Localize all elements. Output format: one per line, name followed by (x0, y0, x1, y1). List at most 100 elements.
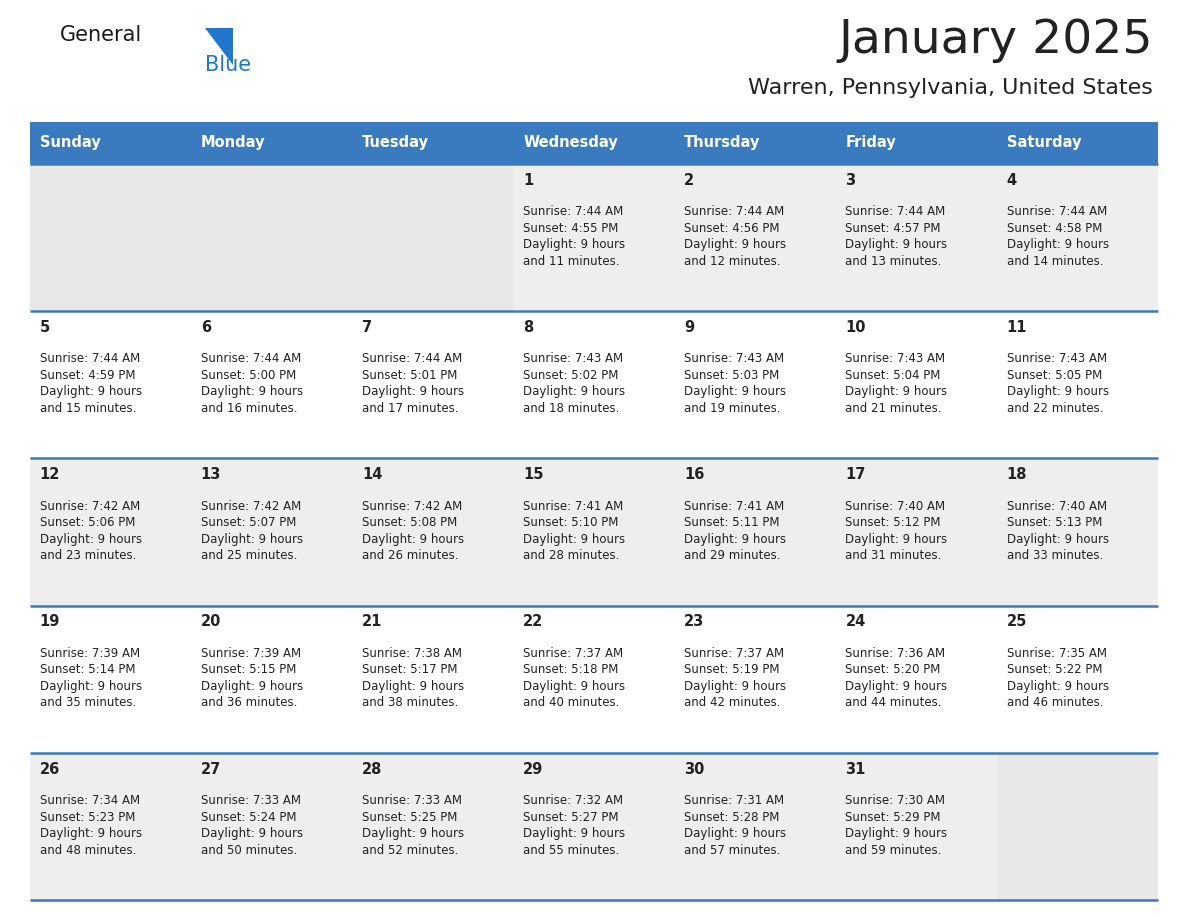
Bar (30, 753, 191, 900)
Text: Sunrise: 7:44 AM
Sunset: 5:00 PM
Daylight: 9 hours
and 16 minutes.: Sunrise: 7:44 AM Sunset: 5:00 PM Dayligh… (201, 353, 303, 415)
Text: 9: 9 (684, 320, 694, 335)
Text: Sunrise: 7:42 AM
Sunset: 5:06 PM
Daylight: 9 hours
and 23 minutes.: Sunrise: 7:42 AM Sunset: 5:06 PM Dayligh… (39, 499, 141, 562)
Bar (30, 164, 191, 311)
Text: Sunrise: 7:44 AM
Sunset: 4:57 PM
Daylight: 9 hours
and 13 minutes.: Sunrise: 7:44 AM Sunset: 4:57 PM Dayligh… (846, 206, 948, 268)
Text: Sunrise: 7:31 AM
Sunset: 5:28 PM
Daylight: 9 hours
and 57 minutes.: Sunrise: 7:31 AM Sunset: 5:28 PM Dayligh… (684, 794, 786, 856)
Text: 27: 27 (201, 762, 221, 777)
Bar (30, 606, 191, 753)
Text: 14: 14 (362, 467, 383, 482)
Text: 6: 6 (201, 320, 211, 335)
Bar (353, 164, 513, 311)
Text: Sunrise: 7:34 AM
Sunset: 5:23 PM
Daylight: 9 hours
and 48 minutes.: Sunrise: 7:34 AM Sunset: 5:23 PM Dayligh… (39, 794, 141, 856)
Text: Sunrise: 7:43 AM
Sunset: 5:04 PM
Daylight: 9 hours
and 21 minutes.: Sunrise: 7:43 AM Sunset: 5:04 PM Dayligh… (846, 353, 948, 415)
Text: 25: 25 (1006, 614, 1026, 630)
Bar (835, 122, 997, 164)
Text: 15: 15 (523, 467, 544, 482)
Bar (513, 311, 675, 458)
Text: 30: 30 (684, 762, 704, 777)
Text: General: General (61, 25, 143, 45)
Text: 19: 19 (39, 614, 61, 630)
Bar (30, 122, 191, 164)
Text: 17: 17 (846, 467, 866, 482)
Text: 1: 1 (523, 173, 533, 188)
Bar (675, 753, 835, 900)
Text: Sunrise: 7:44 AM
Sunset: 4:56 PM
Daylight: 9 hours
and 12 minutes.: Sunrise: 7:44 AM Sunset: 4:56 PM Dayligh… (684, 206, 786, 268)
Text: January 2025: January 2025 (839, 18, 1154, 63)
Text: Sunrise: 7:33 AM
Sunset: 5:25 PM
Daylight: 9 hours
and 52 minutes.: Sunrise: 7:33 AM Sunset: 5:25 PM Dayligh… (362, 794, 465, 856)
Bar (513, 458, 675, 606)
Bar (353, 753, 513, 900)
Bar (675, 164, 835, 311)
Bar (191, 122, 353, 164)
Bar (835, 606, 997, 753)
Text: Sunrise: 7:41 AM
Sunset: 5:11 PM
Daylight: 9 hours
and 29 minutes.: Sunrise: 7:41 AM Sunset: 5:11 PM Dayligh… (684, 499, 786, 562)
Text: 11: 11 (1006, 320, 1026, 335)
Text: Monday: Monday (201, 136, 265, 151)
Text: 26: 26 (39, 762, 59, 777)
Text: 2: 2 (684, 173, 694, 188)
Text: 28: 28 (362, 762, 383, 777)
Text: Sunrise: 7:39 AM
Sunset: 5:14 PM
Daylight: 9 hours
and 35 minutes.: Sunrise: 7:39 AM Sunset: 5:14 PM Dayligh… (39, 647, 141, 710)
Bar (997, 753, 1158, 900)
Text: Sunrise: 7:40 AM
Sunset: 5:12 PM
Daylight: 9 hours
and 31 minutes.: Sunrise: 7:40 AM Sunset: 5:12 PM Dayligh… (846, 499, 948, 562)
Text: Sunrise: 7:44 AM
Sunset: 4:58 PM
Daylight: 9 hours
and 14 minutes.: Sunrise: 7:44 AM Sunset: 4:58 PM Dayligh… (1006, 206, 1108, 268)
Bar (997, 606, 1158, 753)
Bar (513, 164, 675, 311)
Text: 4: 4 (1006, 173, 1017, 188)
Bar (997, 311, 1158, 458)
Bar (30, 458, 191, 606)
Text: Tuesday: Tuesday (362, 136, 429, 151)
Text: Saturday: Saturday (1006, 136, 1081, 151)
Bar (353, 606, 513, 753)
Text: 7: 7 (362, 320, 372, 335)
Text: Sunrise: 7:33 AM
Sunset: 5:24 PM
Daylight: 9 hours
and 50 minutes.: Sunrise: 7:33 AM Sunset: 5:24 PM Dayligh… (201, 794, 303, 856)
Bar (353, 122, 513, 164)
Text: Sunrise: 7:30 AM
Sunset: 5:29 PM
Daylight: 9 hours
and 59 minutes.: Sunrise: 7:30 AM Sunset: 5:29 PM Dayligh… (846, 794, 948, 856)
Text: 3: 3 (846, 173, 855, 188)
Bar (191, 753, 353, 900)
Text: 10: 10 (846, 320, 866, 335)
Bar (353, 458, 513, 606)
Bar (513, 122, 675, 164)
Text: Sunrise: 7:37 AM
Sunset: 5:18 PM
Daylight: 9 hours
and 40 minutes.: Sunrise: 7:37 AM Sunset: 5:18 PM Dayligh… (523, 647, 625, 710)
Text: 20: 20 (201, 614, 221, 630)
Bar (191, 458, 353, 606)
Text: Friday: Friday (846, 136, 896, 151)
Bar (997, 122, 1158, 164)
Text: 12: 12 (39, 467, 61, 482)
Text: 22: 22 (523, 614, 543, 630)
Text: Sunrise: 7:32 AM
Sunset: 5:27 PM
Daylight: 9 hours
and 55 minutes.: Sunrise: 7:32 AM Sunset: 5:27 PM Dayligh… (523, 794, 625, 856)
Text: 24: 24 (846, 614, 866, 630)
Text: 29: 29 (523, 762, 543, 777)
Text: Thursday: Thursday (684, 136, 760, 151)
Text: 13: 13 (201, 467, 221, 482)
Bar (353, 311, 513, 458)
Bar (997, 458, 1158, 606)
Text: Blue: Blue (206, 55, 251, 75)
Text: 18: 18 (1006, 467, 1026, 482)
Text: Sunrise: 7:44 AM
Sunset: 5:01 PM
Daylight: 9 hours
and 17 minutes.: Sunrise: 7:44 AM Sunset: 5:01 PM Dayligh… (362, 353, 465, 415)
Bar (997, 164, 1158, 311)
Bar (30, 311, 191, 458)
Bar (675, 311, 835, 458)
Text: Wednesday: Wednesday (523, 136, 618, 151)
Text: 31: 31 (846, 762, 866, 777)
Bar (191, 606, 353, 753)
Text: Sunrise: 7:37 AM
Sunset: 5:19 PM
Daylight: 9 hours
and 42 minutes.: Sunrise: 7:37 AM Sunset: 5:19 PM Dayligh… (684, 647, 786, 710)
Text: 5: 5 (39, 320, 50, 335)
Text: Sunrise: 7:43 AM
Sunset: 5:03 PM
Daylight: 9 hours
and 19 minutes.: Sunrise: 7:43 AM Sunset: 5:03 PM Dayligh… (684, 353, 786, 415)
Text: 16: 16 (684, 467, 704, 482)
Bar (835, 311, 997, 458)
Text: 23: 23 (684, 614, 704, 630)
Text: Sunrise: 7:43 AM
Sunset: 5:05 PM
Daylight: 9 hours
and 22 minutes.: Sunrise: 7:43 AM Sunset: 5:05 PM Dayligh… (1006, 353, 1108, 415)
Bar (513, 753, 675, 900)
Text: Sunrise: 7:42 AM
Sunset: 5:07 PM
Daylight: 9 hours
and 25 minutes.: Sunrise: 7:42 AM Sunset: 5:07 PM Dayligh… (201, 499, 303, 562)
Text: Sunrise: 7:44 AM
Sunset: 4:59 PM
Daylight: 9 hours
and 15 minutes.: Sunrise: 7:44 AM Sunset: 4:59 PM Dayligh… (39, 353, 141, 415)
Text: Sunrise: 7:38 AM
Sunset: 5:17 PM
Daylight: 9 hours
and 38 minutes.: Sunrise: 7:38 AM Sunset: 5:17 PM Dayligh… (362, 647, 465, 710)
Bar (191, 311, 353, 458)
Bar (835, 753, 997, 900)
Text: Sunrise: 7:41 AM
Sunset: 5:10 PM
Daylight: 9 hours
and 28 minutes.: Sunrise: 7:41 AM Sunset: 5:10 PM Dayligh… (523, 499, 625, 562)
Text: Sunrise: 7:36 AM
Sunset: 5:20 PM
Daylight: 9 hours
and 44 minutes.: Sunrise: 7:36 AM Sunset: 5:20 PM Dayligh… (846, 647, 948, 710)
Text: Sunrise: 7:43 AM
Sunset: 5:02 PM
Daylight: 9 hours
and 18 minutes.: Sunrise: 7:43 AM Sunset: 5:02 PM Dayligh… (523, 353, 625, 415)
Text: Sunday: Sunday (39, 136, 101, 151)
